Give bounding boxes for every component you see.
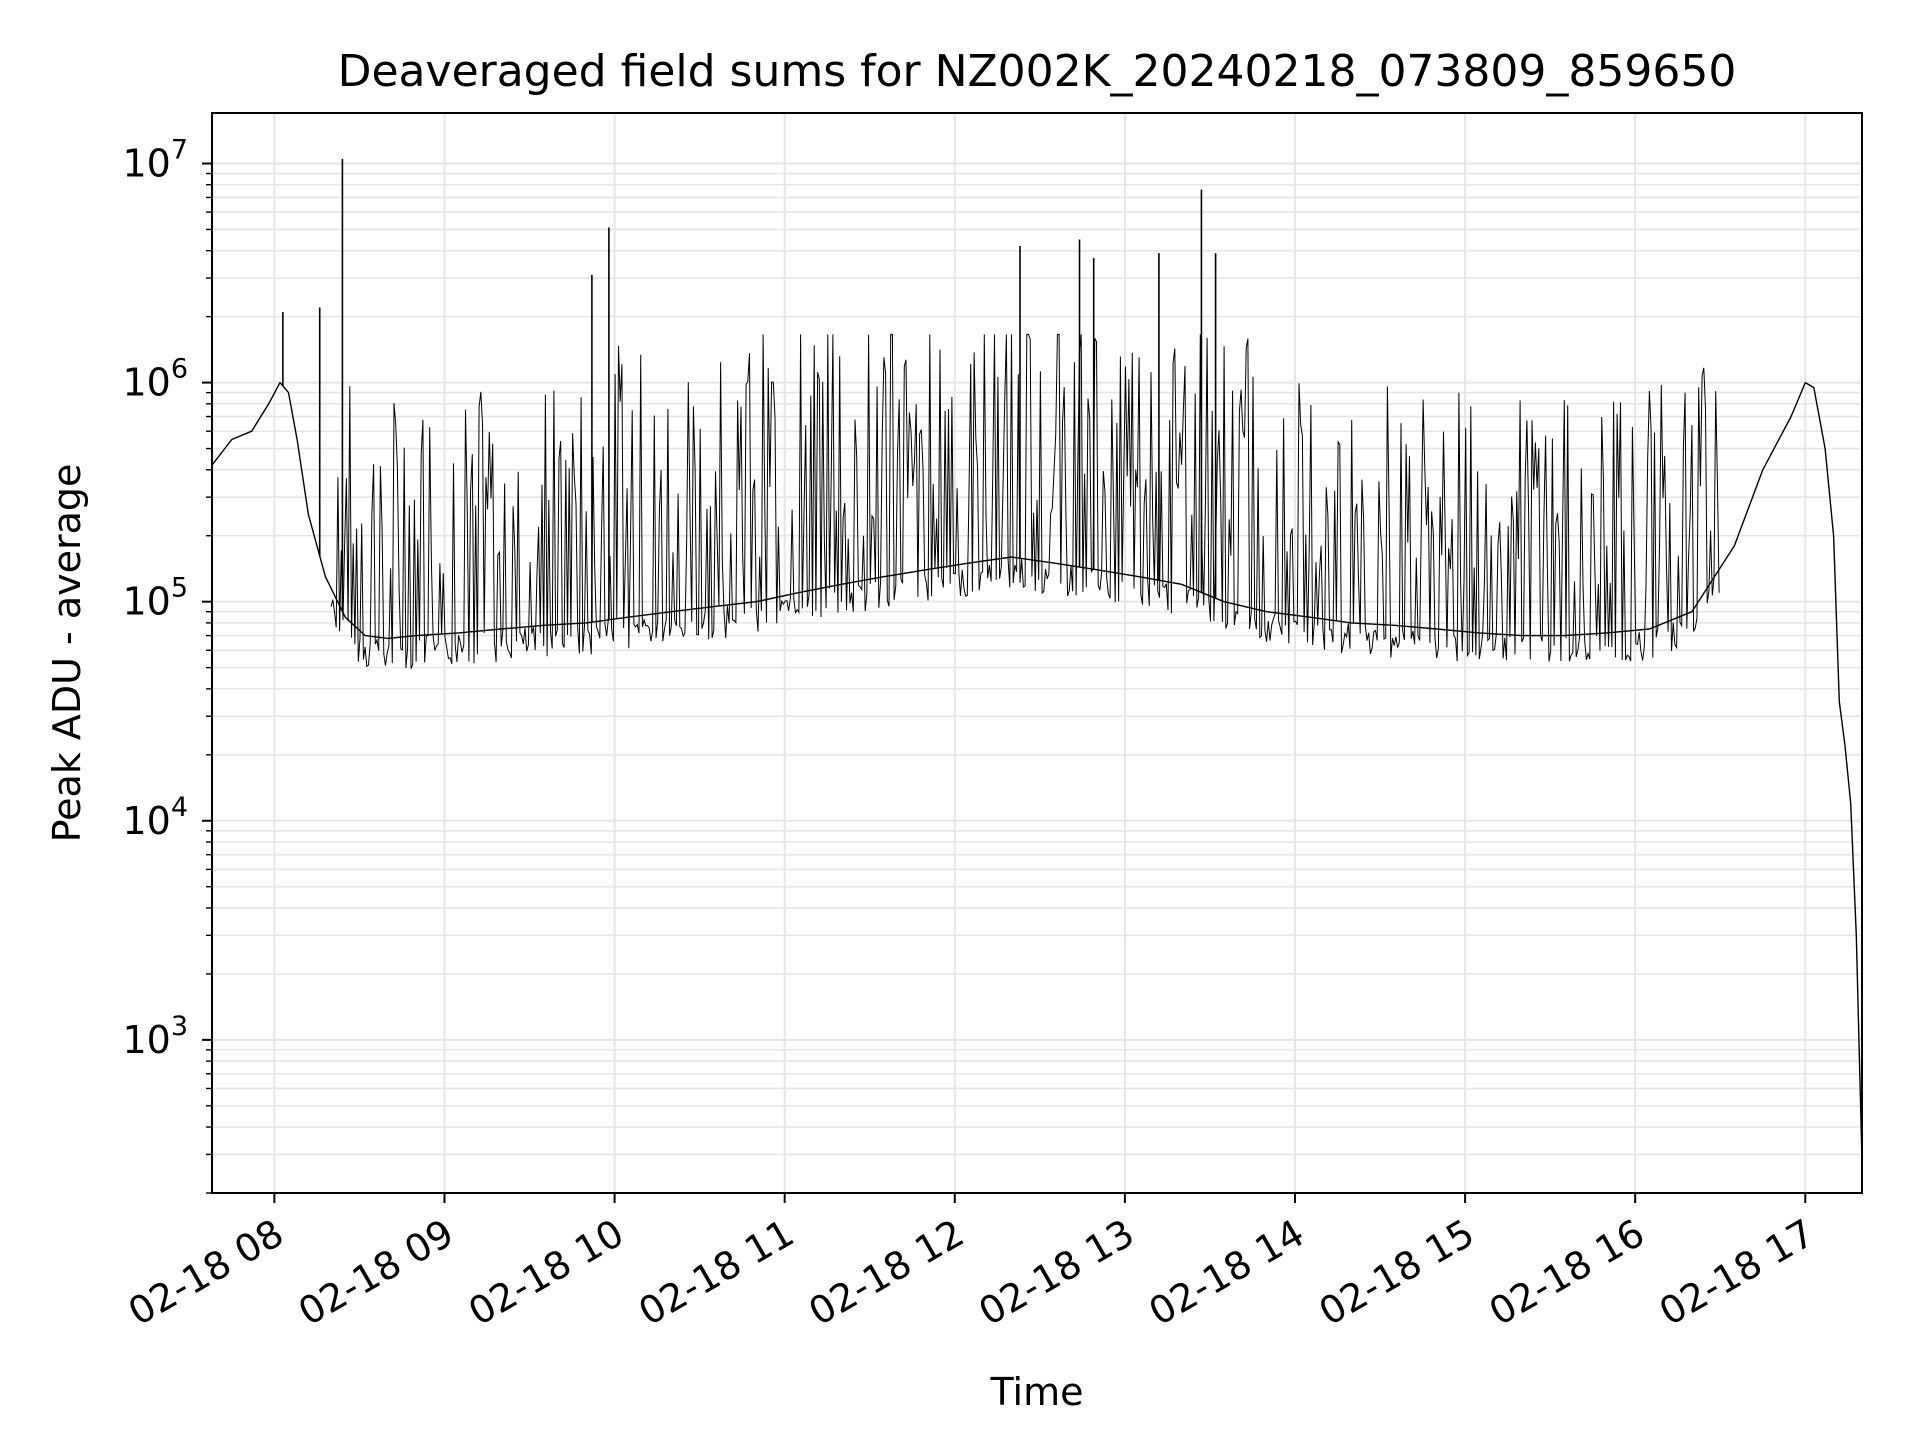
x-axis-label: Time xyxy=(990,1370,1084,1414)
y-tick-label: 105 xyxy=(122,573,188,624)
y-tick-label: 107 xyxy=(122,134,188,185)
chart-title: Deaveraged field sums for NZ002K_2024021… xyxy=(338,46,1737,97)
series-noise xyxy=(330,333,1720,669)
y-tick-label: 104 xyxy=(122,792,188,843)
series-line-group xyxy=(211,158,1863,1162)
y-tick-label: 106 xyxy=(122,354,188,405)
series-line xyxy=(211,381,1863,1162)
y-ticks: 103 104 105 106 107 xyxy=(122,134,212,1194)
y-tick-label: 103 xyxy=(122,1011,188,1062)
plot-frame xyxy=(211,112,1863,1194)
grid xyxy=(212,113,1862,1194)
y-axis-label: Peak ADU - average xyxy=(45,464,89,843)
